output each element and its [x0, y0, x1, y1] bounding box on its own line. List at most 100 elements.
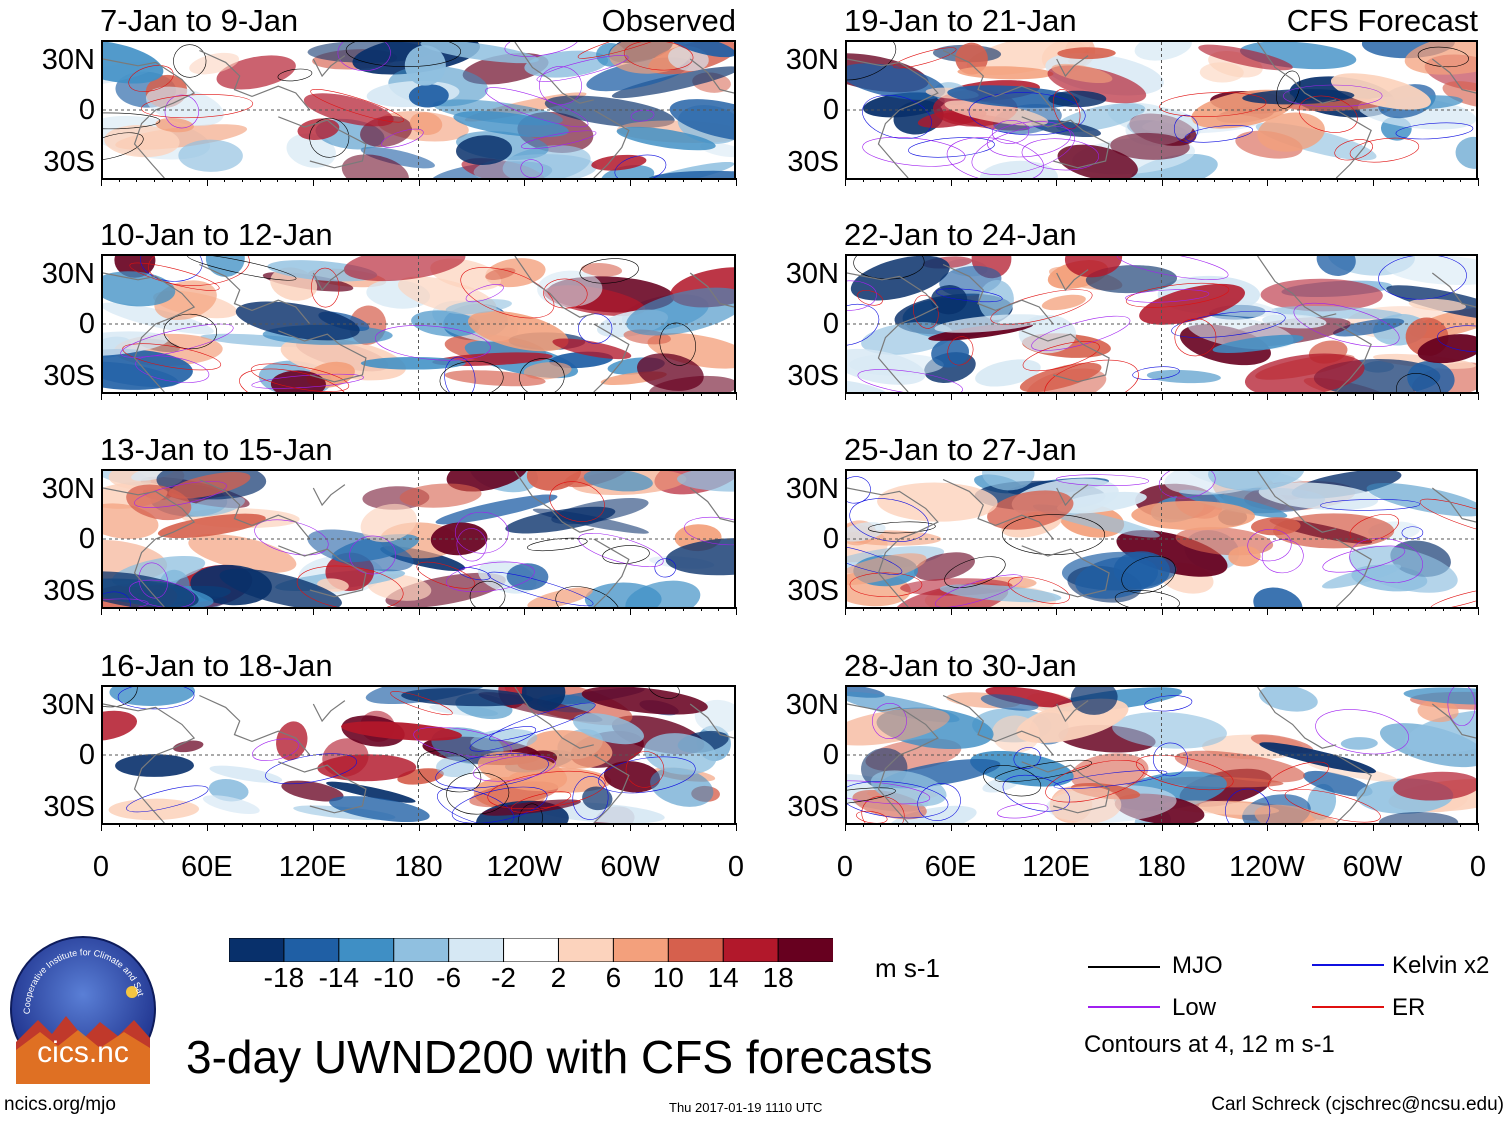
x-tick-mark — [1091, 607, 1093, 611]
contour-line — [1115, 256, 1230, 286]
contour-line — [856, 809, 889, 823]
coastline — [594, 755, 629, 823]
x-tick-mark — [845, 823, 846, 831]
contour-note: Contours at 4, 12 m s-1 — [1084, 1031, 1335, 1058]
wind-anomaly-blob — [1070, 687, 1118, 715]
x-tick-mark — [1354, 607, 1356, 611]
map-panel — [845, 469, 1478, 609]
y-tick-label: 0 — [822, 523, 839, 555]
y-tick-label: 30N — [41, 689, 95, 721]
x-tick-mark — [1214, 607, 1216, 611]
x-tick-mark — [968, 607, 970, 611]
wind-anomaly-blob — [524, 50, 609, 78]
contour-line — [936, 286, 1003, 304]
coastline — [1022, 331, 1109, 382]
x-tick-mark — [897, 607, 899, 611]
coastline — [1057, 701, 1088, 721]
contour-line — [1144, 694, 1193, 713]
wind-anomaly-blob — [360, 503, 417, 543]
coastline — [1057, 270, 1088, 290]
wind-anomaly-blob — [1212, 334, 1304, 354]
x-tick-mark — [1354, 392, 1356, 396]
coastline — [1432, 488, 1476, 522]
x-tick-mark — [718, 823, 720, 827]
contour-line — [985, 117, 1072, 161]
y-tick-label: 30S — [787, 360, 839, 392]
wind-anomaly-blob — [847, 348, 926, 385]
x-tick-mark — [1161, 178, 1163, 186]
x-tick-mark — [897, 823, 899, 827]
wind-anomaly-blob — [978, 280, 1014, 321]
coastline — [515, 471, 594, 532]
contour-line — [136, 560, 172, 601]
map-panel — [101, 254, 736, 394]
x-tick-mark — [1214, 392, 1216, 396]
contour-line — [571, 775, 609, 820]
coastline — [847, 704, 938, 823]
x-tick-mark — [1091, 178, 1093, 182]
wind-anomaly-blob — [985, 687, 1074, 708]
contour-line — [1312, 703, 1412, 760]
contour-line — [519, 158, 545, 178]
y-tick-label: 30N — [785, 44, 839, 76]
wind-anomaly-blob — [103, 42, 164, 84]
contour-line — [468, 721, 539, 756]
x-tick-mark — [665, 823, 667, 827]
x-tick-mark — [1020, 178, 1022, 182]
x-tick-mark — [1108, 392, 1110, 396]
wind-anomaly-blob — [1257, 112, 1325, 152]
x-tick-label: 0 — [1469, 851, 1487, 883]
x-tick-mark — [347, 392, 349, 396]
x-tick-mark — [700, 607, 702, 611]
coastline — [943, 696, 1053, 756]
contour-line — [118, 317, 236, 364]
x-tick-mark — [1179, 823, 1181, 827]
wind-anomaly-blob — [665, 538, 734, 576]
x-tick-mark — [1161, 607, 1163, 615]
wind-anomaly-blob — [1258, 482, 1379, 511]
contour-line — [163, 313, 217, 350]
wind-anomaly-blob — [1134, 42, 1192, 61]
x-tick-mark — [1196, 178, 1198, 182]
x-tick-label: 0 — [727, 851, 745, 883]
x-tick-mark — [224, 823, 226, 827]
wind-anomaly-blob — [1258, 687, 1318, 712]
x-tick-mark — [647, 607, 649, 611]
x-tick-mark — [1390, 607, 1392, 611]
wind-anomaly-blob — [209, 765, 283, 783]
x-tick-mark — [1319, 607, 1321, 611]
map-field — [847, 256, 1476, 392]
wind-anomaly-blob — [1112, 712, 1227, 749]
wind-anomaly-blob — [1303, 770, 1373, 797]
x-tick-mark — [594, 823, 596, 827]
x-tick-mark — [932, 607, 934, 611]
colorbar-swatch — [503, 938, 560, 962]
x-tick-mark — [383, 607, 385, 611]
x-tick-mark — [1003, 607, 1005, 611]
x-tick-mark — [1056, 823, 1057, 831]
x-tick-mark — [489, 392, 491, 396]
wind-anomaly-blob — [131, 471, 175, 481]
coastline — [594, 324, 629, 392]
wind-anomaly-blob — [286, 133, 336, 168]
x-tick-mark — [1407, 823, 1409, 827]
x-tick-mark — [700, 823, 702, 827]
contour-line — [1246, 528, 1292, 563]
wind-anomaly-blob — [341, 721, 462, 741]
x-tick-mark — [1249, 178, 1251, 182]
x-tick-mark — [594, 392, 596, 396]
x-tick-mark — [1179, 607, 1181, 611]
x-tick-mark — [1231, 823, 1233, 827]
wind-anomaly-blob — [326, 781, 416, 803]
x-tick-mark — [1231, 392, 1233, 396]
x-tick-mark — [1108, 823, 1110, 827]
x-tick-mark — [541, 392, 543, 396]
x-tick-mark — [1407, 178, 1409, 182]
wind-anomaly-blob — [436, 756, 475, 778]
wind-anomaly-blob — [1253, 587, 1303, 607]
contour-line — [847, 474, 872, 505]
x-tick-mark — [880, 392, 882, 396]
wind-anomaly-blob — [1260, 278, 1383, 312]
coastline — [199, 480, 309, 540]
wind-anomaly-blob — [1131, 500, 1255, 531]
